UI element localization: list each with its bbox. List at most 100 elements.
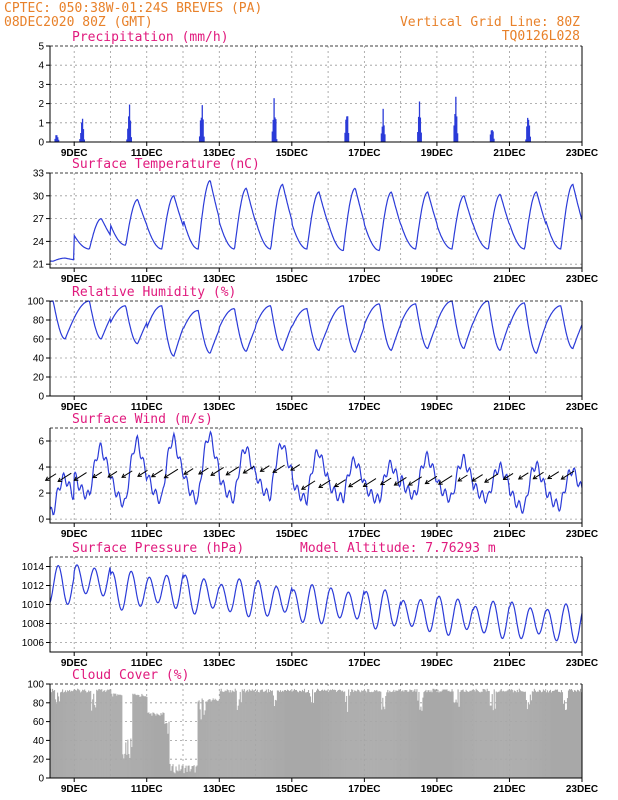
- cloud-bar: [190, 769, 192, 778]
- cloud-bar: [250, 690, 252, 778]
- cloud-bar: [454, 703, 456, 778]
- cloud-bar: [539, 690, 541, 778]
- x-tick-label: 23DEC: [566, 784, 598, 795]
- cloud-bar: [435, 689, 437, 778]
- y-tick-label: 80: [33, 698, 45, 709]
- cloud-bar: [543, 690, 545, 778]
- cloud-bar: [106, 690, 108, 778]
- cloud-bar: [383, 706, 385, 778]
- cloud-bar: [231, 690, 233, 778]
- cloud-bar: [337, 690, 339, 778]
- cloud-bar: [556, 689, 559, 778]
- cloud-bar: [334, 689, 336, 778]
- cloud-bar: [90, 690, 92, 778]
- cloud-bar: [191, 766, 193, 778]
- precip-bar: [347, 133, 350, 142]
- cloud-bar: [85, 690, 87, 778]
- cloud-bar: [209, 699, 211, 778]
- cloud-bar: [289, 690, 292, 778]
- cloud-bar: [378, 691, 380, 778]
- precip-bar: [454, 114, 456, 142]
- cloud-bar: [268, 691, 270, 778]
- x-tick-label: 21DEC: [493, 658, 525, 669]
- cloud-bar: [520, 691, 522, 778]
- cloud-bar: [284, 689, 286, 778]
- cloud-bar: [537, 691, 539, 778]
- cloud-bar: [541, 691, 543, 778]
- cloud-bar: [118, 694, 120, 778]
- cloud-bar: [452, 691, 454, 778]
- x-tick-label: 13DEC: [203, 658, 235, 669]
- cloud-bar: [120, 694, 122, 778]
- cloud-bar: [559, 692, 562, 778]
- cloud-bar: [272, 695, 274, 778]
- cloud-bar: [198, 700, 200, 778]
- precip-bar: [456, 133, 459, 142]
- cloud-bar: [199, 709, 201, 778]
- cloud-bar: [147, 712, 149, 778]
- wind-arrow: [318, 479, 331, 488]
- precip-bar: [82, 129, 85, 142]
- cloud-bar: [71, 690, 73, 778]
- cloud-bar: [140, 696, 142, 778]
- cloud-bar: [347, 711, 349, 778]
- x-tick-label: 13DEC: [203, 784, 235, 795]
- wind-arrow-head: [259, 467, 265, 472]
- wind-arrow: [503, 472, 514, 480]
- cloud-bar: [256, 689, 258, 778]
- cloud-bar: [494, 708, 496, 778]
- x-tick-label: 11DEC: [131, 529, 163, 540]
- cloud-bar: [478, 691, 480, 778]
- cloud-bar: [426, 692, 428, 778]
- cloud-bar: [103, 690, 105, 778]
- cloud-bar: [108, 689, 110, 778]
- cloud-bar: [102, 691, 104, 778]
- wind-arrow-head: [163, 473, 169, 479]
- y-tick-label: 1014: [22, 562, 45, 573]
- temperature-line: [50, 180, 583, 262]
- cloud-bar: [531, 691, 533, 778]
- cloud-bar: [220, 688, 222, 778]
- cloud-bar: [130, 738, 132, 778]
- precip-bar: [347, 116, 349, 142]
- cloud-bar: [237, 705, 239, 778]
- cloud-bar: [470, 691, 472, 778]
- cloud-bar: [407, 692, 409, 778]
- wind-arrow-head: [121, 473, 127, 478]
- cloud-bar: [364, 690, 366, 778]
- cloud-bar: [134, 693, 136, 778]
- cloud-bar: [568, 689, 571, 778]
- x-tick-label: 17DEC: [348, 148, 380, 159]
- x-tick-label: 23DEC: [566, 274, 598, 285]
- cloud-bar: [297, 692, 300, 778]
- cloud-bar: [189, 771, 191, 778]
- cloud-bar: [404, 690, 406, 778]
- cloud-bar: [133, 694, 135, 778]
- wind-arrow: [348, 478, 362, 488]
- cloud-bar: [54, 690, 56, 778]
- cloud-bar: [368, 689, 370, 778]
- precip-bar: [203, 136, 205, 142]
- cloud-bar: [511, 689, 513, 778]
- wind-arrow-head: [137, 472, 142, 477]
- x-tick-label: 9DEC: [61, 402, 88, 413]
- cloud-bar: [522, 691, 524, 778]
- cloud-bar: [114, 693, 116, 778]
- cloud-bar: [142, 695, 144, 778]
- cloud-bar: [335, 690, 337, 778]
- precip-bar: [344, 132, 346, 142]
- y-tick-label: 40: [33, 354, 45, 365]
- precip-bar: [130, 137, 132, 142]
- cloud-bar: [273, 706, 275, 778]
- wind-arrow-head: [393, 481, 399, 486]
- cloud-bar: [286, 689, 288, 778]
- cloud-bar: [93, 693, 95, 778]
- cloud-bar: [292, 690, 295, 778]
- cloud-bar: [306, 691, 309, 778]
- cloud-bar: [388, 692, 390, 778]
- precip-bar: [83, 139, 85, 142]
- cloud-bar: [441, 690, 443, 778]
- cloud-bar: [55, 699, 57, 778]
- x-tick-label: 21DEC: [493, 529, 525, 540]
- wind-arrow-head: [242, 469, 248, 474]
